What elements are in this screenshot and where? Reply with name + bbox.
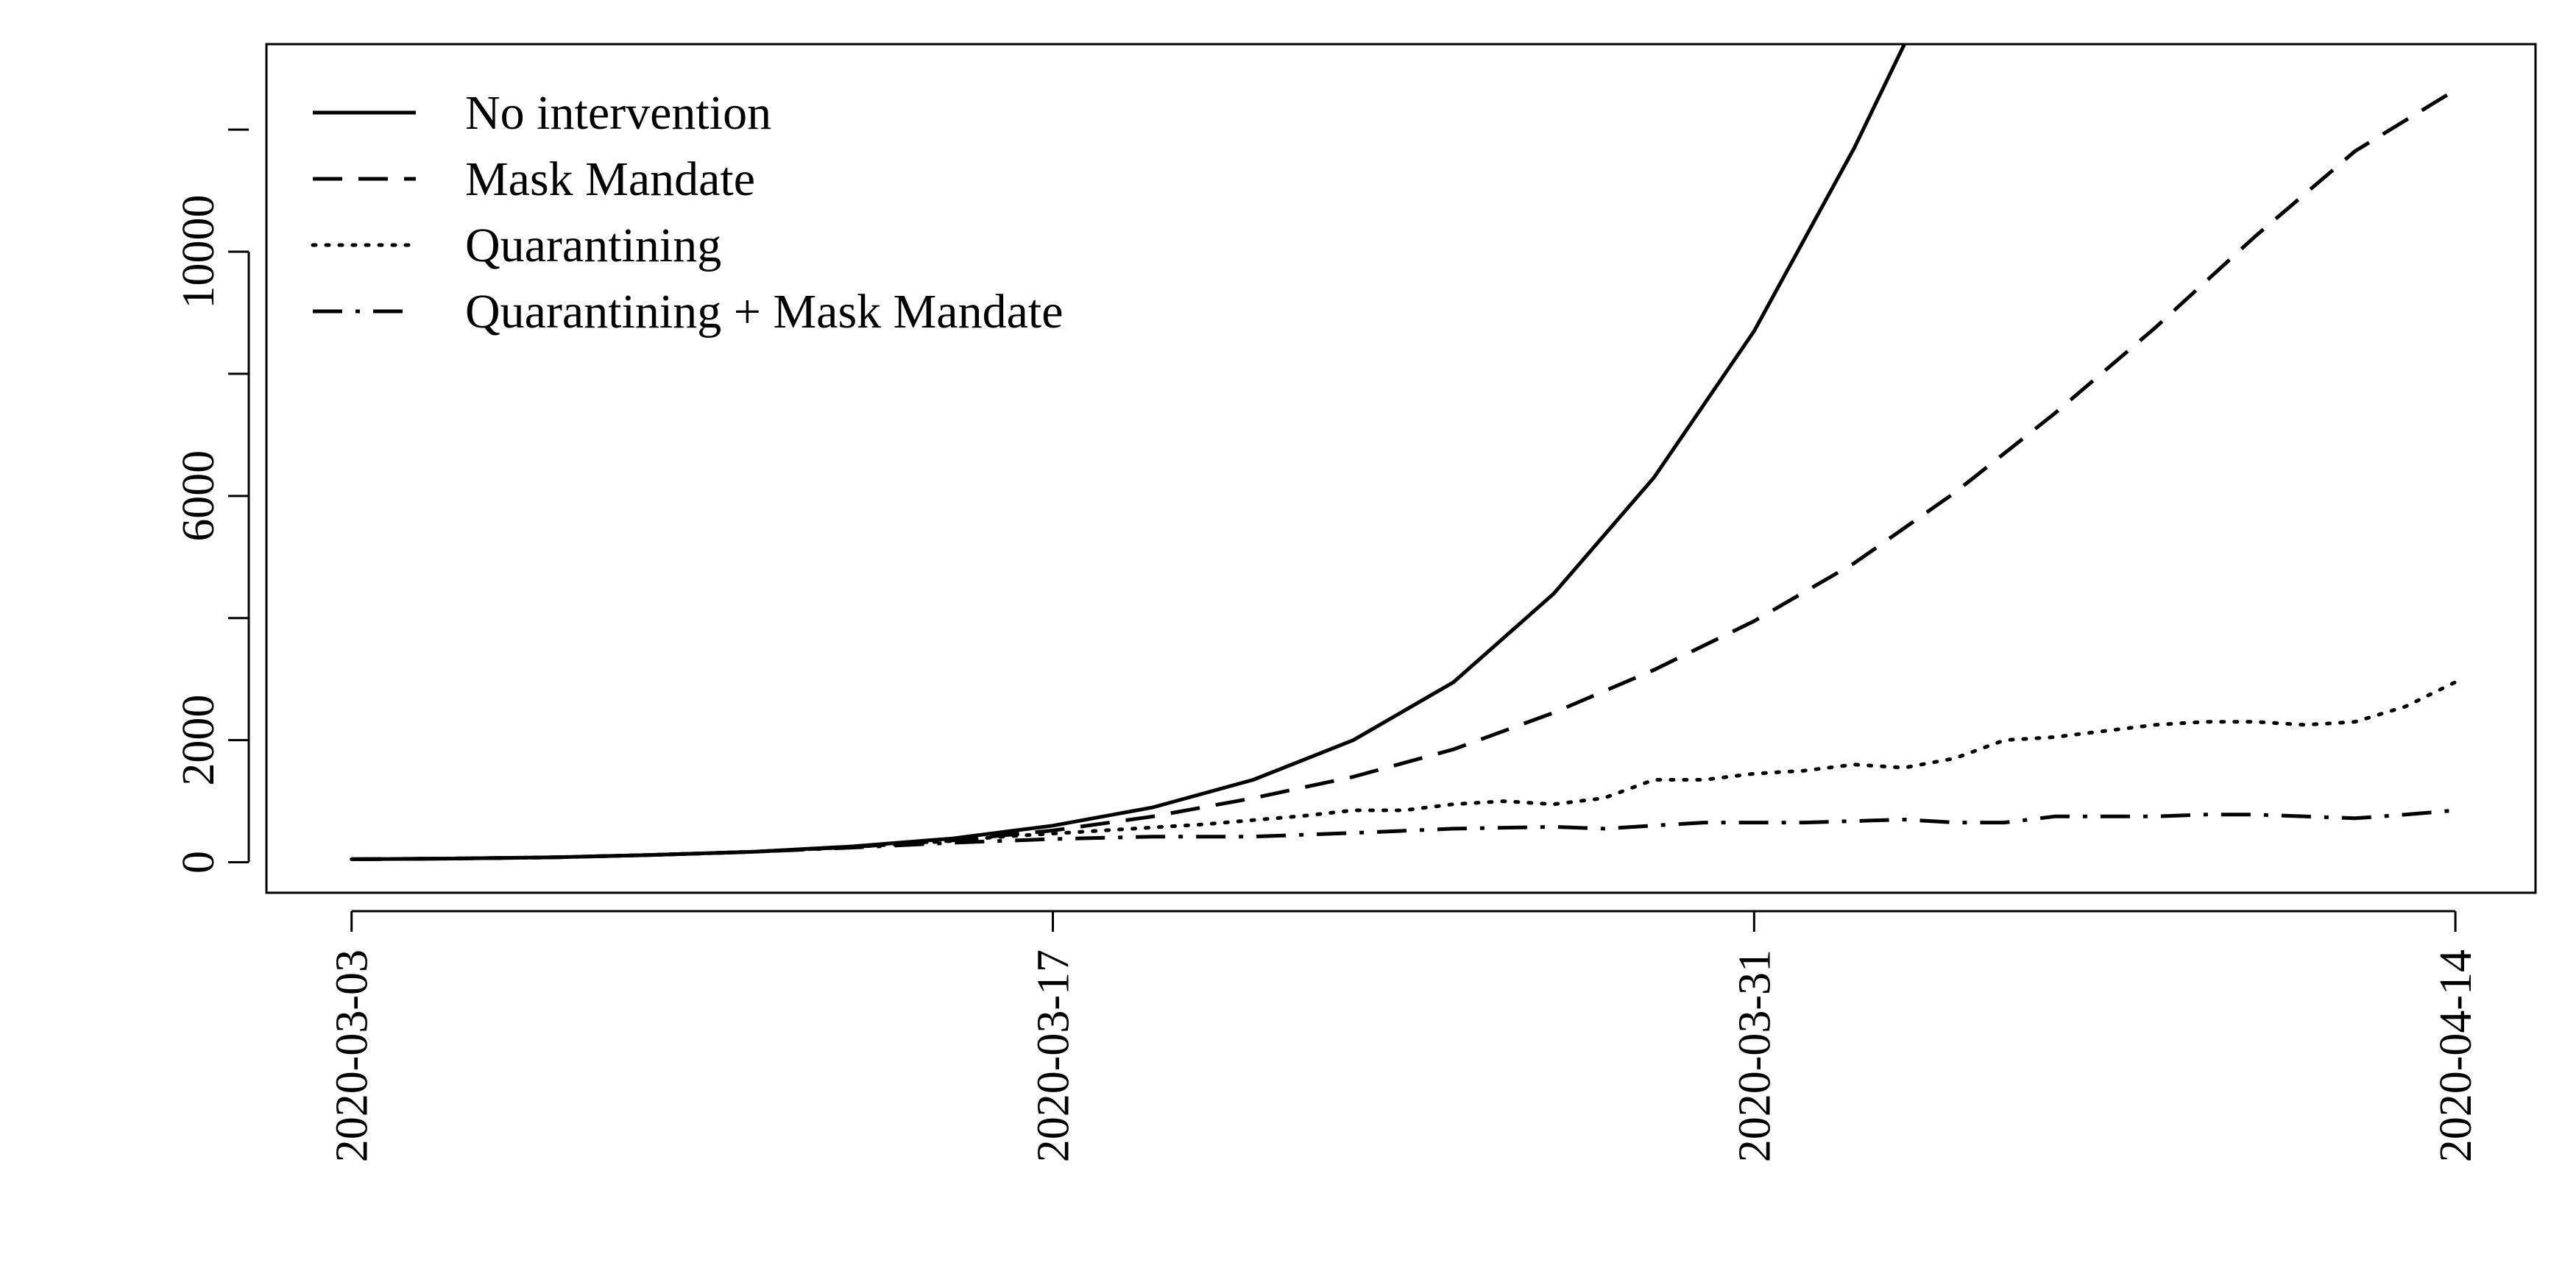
series-line-quarantining-mask-mandate bbox=[351, 808, 2456, 861]
series-line-mask-mandate bbox=[351, 88, 2457, 861]
legend: No intervention Mask Mandate Quarantining Q… bbox=[311, 86, 1064, 339]
y-tick-label: 0 bbox=[174, 851, 224, 874]
x-tick-label: 2020-03-31 bbox=[1730, 949, 1780, 1162]
legend-label-mask-mandate: Mask Mandate bbox=[465, 152, 755, 206]
x-tick-label: 2020-03-17 bbox=[1029, 949, 1079, 1162]
x-tick-label: 2020-04-14 bbox=[2431, 949, 2481, 1162]
legend-label-quarantining-mask-mandate: Quarantining + Mask Mandate bbox=[465, 285, 1064, 339]
series-line-quarantining bbox=[350, 680, 2458, 861]
y-tick-label: 6000 bbox=[174, 450, 224, 542]
y-tick-label: 10000 bbox=[174, 195, 224, 309]
legend-label-quarantining: Quarantining bbox=[465, 219, 721, 272]
y-axis: 0 2000 6000 10000 bbox=[174, 128, 250, 874]
x-tick-label: 2020-03-03 bbox=[328, 949, 378, 1162]
series-layer bbox=[350, 44, 2458, 861]
plot-frame bbox=[265, 43, 2537, 894]
x-axis: 2020-03-03 2020-03-17 2020-03-31 2020-04-14 bbox=[328, 910, 2481, 1162]
y-tick-label: 2000 bbox=[174, 695, 224, 786]
legend-label-no-intervention: No intervention bbox=[465, 86, 771, 140]
